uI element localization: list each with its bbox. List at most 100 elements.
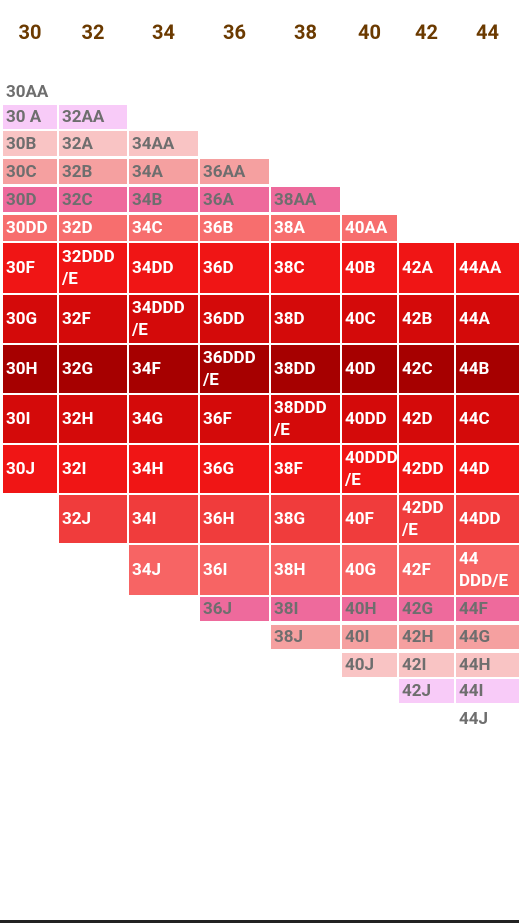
size-cell-text: 40G [345,560,377,580]
size-cell-text: 44B [459,359,490,379]
size-cell-text: 34DD [132,258,174,278]
size-cell: 40B [342,243,397,293]
column-header: 38 [271,18,340,46]
size-cell-text: 32F [62,309,91,329]
size-cell: 34F [129,345,198,393]
size-cell: 36I [200,545,269,595]
size-cell: 38H [271,545,340,595]
size-cell-text: 34F [132,359,161,379]
size-cell: 34H [129,445,198,493]
column-header-text: 30 [18,20,42,44]
size-cell: 32H [59,395,127,443]
size-cell: 42C [399,345,454,393]
size-cell: 36F [200,395,269,443]
size-cell-text: 44D [459,459,490,479]
size-cell: 38J [271,625,340,649]
column-header-text: 38 [294,20,317,44]
size-cell: 36J [200,597,269,621]
size-cell-text: 38J [274,627,304,647]
size-cell-text: 32AA [62,107,105,127]
size-cell-text: 36D [203,258,234,278]
column-header-text: 34 [152,20,175,44]
size-cell-text: 32H [62,409,94,429]
size-cell: 44 DDD/E [456,545,519,595]
size-cell-text: 34G [132,409,164,429]
size-cell: 44I [456,679,519,703]
size-cell: 32J [59,495,127,543]
size-cell-text: 38DD [274,359,316,379]
column-header: 30 [3,18,57,46]
size-cell-text: 38I [274,599,299,619]
column-header: 40 [342,18,397,46]
size-cell: 42G [399,597,454,621]
size-cell-text: 42A [402,258,433,278]
size-cell-text: 38D [274,309,305,329]
size-cell: 36B [200,215,269,241]
size-cell-text: 36F [203,409,232,429]
size-cell-text: 30H [6,359,38,379]
size-cell-text: 44AA [459,258,502,278]
size-cell-text: 36G [203,459,235,479]
size-cell-text: 36AA [203,161,246,182]
size-cell: 42F [399,545,454,595]
size-cell-text: 40B [345,258,376,278]
size-cell: 40G [342,545,397,595]
size-cell: 40J [342,653,397,677]
size-cell: 42D [399,395,454,443]
size-cell-text: 44J [459,709,489,729]
size-cell-text: 36H [203,509,235,529]
size-cell: 36A [200,187,269,212]
size-cell: 38DDD/E [271,395,340,443]
size-cell-text: 30B [6,133,37,154]
size-cell-text: 42J [402,681,432,701]
size-cell: 44D [456,445,519,493]
bottom-bar [0,920,519,923]
size-cell: 40DD [342,395,397,443]
size-cell-text: 42F [402,560,431,580]
size-cell: 32AA [59,105,127,129]
size-cell-text: 36DDD/E [203,348,256,390]
size-cell-text: 32I [62,459,87,479]
size-cell-text: 36I [203,560,228,580]
size-cell: 32B [59,159,127,184]
size-cell-text: 32D [62,218,93,238]
size-cell-text: 32G [62,359,94,379]
size-cell: 38I [271,597,340,621]
size-cell-text: 30I [6,409,31,429]
size-cell: 44A [456,295,519,343]
size-cell: 36DDD/E [200,345,269,393]
size-cell-text: 38AA [274,189,317,210]
size-cell: 36G [200,445,269,493]
size-cell-text: 30F [6,258,35,278]
size-cell: 44AA [456,243,519,293]
size-cell-text: 34AA [132,133,175,154]
column-header-text: 36 [223,20,246,44]
size-cell-text: 38F [274,459,303,479]
size-cell: 36AA [200,159,269,184]
size-cell-text: 44DD [459,509,501,529]
size-cell-text: 32C [62,189,93,210]
size-cell-text: 34I [132,509,157,529]
size-cell-text: 36A [203,189,234,210]
size-cell: 42DD [399,445,454,493]
size-cell-text: 38G [274,509,306,529]
size-cell: 44C [456,395,519,443]
size-cell: 30C [3,159,57,184]
size-cell-text: 34J [132,560,162,580]
size-cell: 42B [399,295,454,343]
size-cell: 30B [3,131,57,156]
size-cell: 36D [200,243,269,293]
size-cell: 30D [3,187,57,212]
size-cell-text: 40AA [345,218,388,238]
size-cell: 38C [271,243,340,293]
size-cell: 32A [59,131,127,156]
size-cell: 30F [3,243,57,293]
size-cell-text: 32A [62,133,93,154]
size-cell: 44G [456,625,519,649]
size-cell-text: 34B [132,189,163,210]
column-header-text: 40 [358,20,381,44]
size-cell: 30 A [3,105,57,129]
size-cell-text: 42C [402,359,433,379]
size-cell-text: 32DDD/E [62,247,115,289]
